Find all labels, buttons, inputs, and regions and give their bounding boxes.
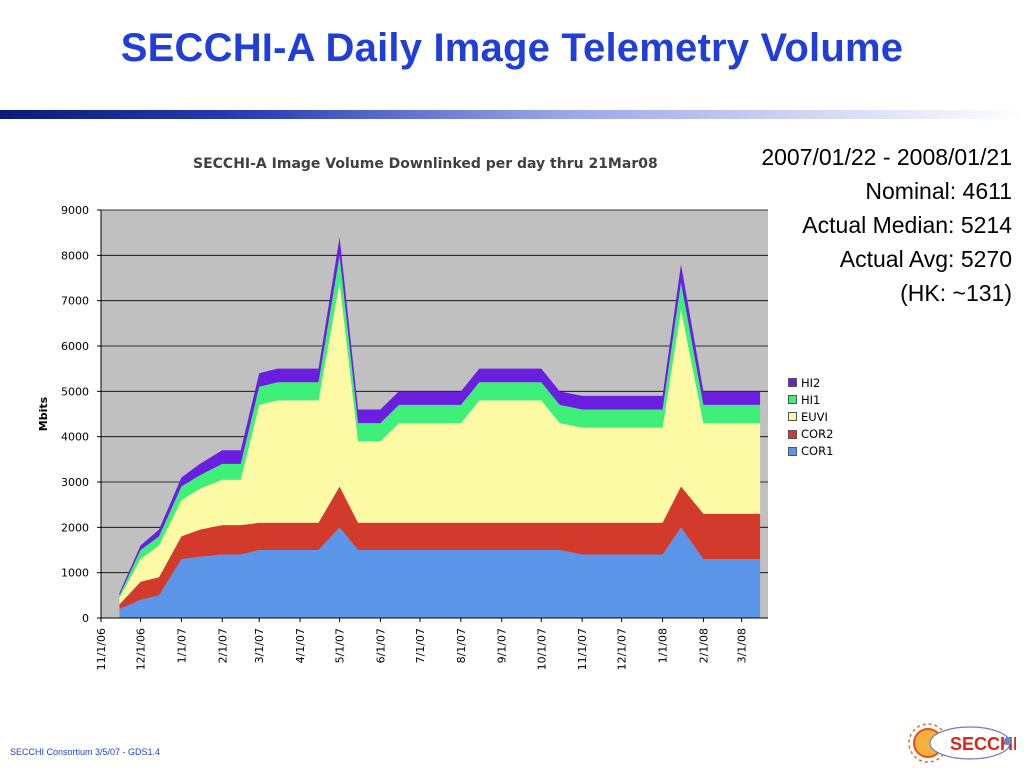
legend-label: COR1 <box>801 444 834 459</box>
stats-median: Actual Median: 5214 <box>802 212 1012 238</box>
legend-swatch <box>788 446 797 456</box>
y-tick-label: 8000 <box>61 249 89 262</box>
y-tick-label: 7000 <box>61 295 89 308</box>
legend-item-hi1: HI1 <box>788 391 833 408</box>
stats-panel: 2007/01/22 - 2008/01/21 Nominal: 4611 Ac… <box>761 140 1012 310</box>
series-area-hi1 <box>119 255 761 598</box>
x-tick-label: 6/1/07 <box>374 628 387 663</box>
legend-label: COR2 <box>801 427 834 442</box>
stats-hk: (HK: ~131) <box>900 280 1012 306</box>
y-tick-label: 3000 <box>61 476 89 489</box>
legend-item-hi2: HI2 <box>788 374 833 391</box>
x-tick-label: 10/1/07 <box>535 628 548 670</box>
legend-label: HI2 <box>801 375 821 390</box>
x-tick-label: 11/1/06 <box>95 628 108 670</box>
legend-label: EUVI <box>801 409 828 424</box>
y-tick-label: 0 <box>82 612 89 625</box>
logo-text: SECCHI <box>950 734 1016 754</box>
chart-legend: HI2 HI1 EUVI COR2 COR1 <box>788 374 833 460</box>
x-tick-label: 3/1/07 <box>253 628 266 663</box>
legend-swatch <box>788 412 797 422</box>
x-tick-label: 3/1/08 <box>736 628 749 663</box>
x-tick-label: 12/1/07 <box>616 628 629 670</box>
x-tick-label: 1/1/08 <box>657 628 670 663</box>
legend-swatch <box>788 429 797 439</box>
legend-item-cor2: COR2 <box>788 426 833 443</box>
x-tick-label: 5/1/07 <box>334 628 347 663</box>
planet-icon <box>1004 737 1012 745</box>
stats-nominal: Nominal: 4611 <box>865 178 1012 204</box>
x-tick-label: 4/1/07 <box>294 628 307 663</box>
y-tick-label: 1000 <box>61 567 89 580</box>
y-tick-label: 5000 <box>61 385 89 398</box>
chart-title: SECCHI-A Image Volume Downlinked per day… <box>193 156 658 172</box>
stats-range: 2007/01/22 - 2008/01/21 <box>761 144 1012 170</box>
x-tick-label: 9/1/07 <box>496 628 509 663</box>
x-tick-label: 2/1/07 <box>216 628 229 663</box>
legend-item-euvi: EUVI <box>788 408 833 425</box>
y-tick-label: 4000 <box>61 431 89 444</box>
series-area-cor2 <box>119 486 761 609</box>
x-tick-label: 2/1/08 <box>697 628 710 663</box>
y-tick-label: 6000 <box>61 340 89 353</box>
series-area-euvi <box>119 282 761 605</box>
legend-swatch <box>788 395 797 405</box>
secchi-logo: SECCHI <box>908 723 1016 763</box>
y-tick-label: 2000 <box>61 521 89 534</box>
x-tick-label: 7/1/07 <box>414 628 427 663</box>
legend-item-cor1: COR1 <box>788 443 833 460</box>
legend-swatch <box>788 378 797 388</box>
slide-title: SECCHI-A Daily Image Telemetry Volume <box>120 26 904 70</box>
x-tick-label: 11/1/07 <box>576 628 589 670</box>
y-tick-label: 9000 <box>61 204 89 217</box>
x-tick-label: 12/1/06 <box>135 628 148 670</box>
legend-label: HI1 <box>801 392 821 407</box>
x-tick-label: 1/1/07 <box>175 628 188 663</box>
stats-avg: Actual Avg: 5270 <box>839 246 1012 272</box>
y-axis-label: Mbits <box>37 396 50 431</box>
title-rule <box>0 110 1024 119</box>
footer-text: SECCHI Consortium 3/5/07 - GDS1.4 <box>10 747 161 757</box>
x-tick-label: 8/1/07 <box>455 628 468 663</box>
